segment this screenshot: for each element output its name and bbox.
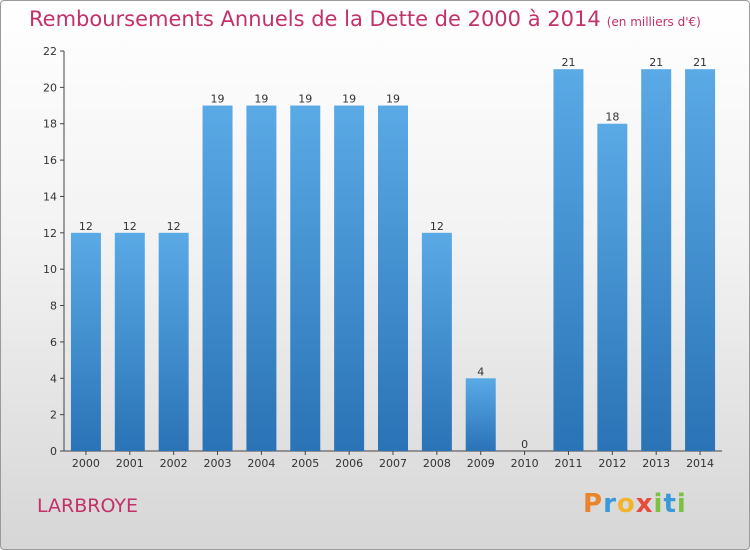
data-label-2005: 19 xyxy=(298,93,312,106)
data-label-2003: 19 xyxy=(211,93,225,106)
data-label-2002: 12 xyxy=(167,220,181,233)
x-tick-label: 2010 xyxy=(511,457,539,470)
x-tick-label: 2008 xyxy=(423,457,451,470)
y-tick-label: 10 xyxy=(43,263,57,276)
data-label-2001: 12 xyxy=(123,220,137,233)
proxiti-logo: Proxiti xyxy=(583,489,687,519)
logo-letter: i xyxy=(653,489,664,519)
y-tick-label: 8 xyxy=(50,300,57,313)
bar-2005 xyxy=(290,105,321,451)
x-tick-label: 2000 xyxy=(72,457,100,470)
data-labels: 12 12 12 19 19 19 19 19 12 4 0 21 18 21 21 xyxy=(79,56,707,451)
y-tick-label: 4 xyxy=(50,372,57,385)
y-tick-label: 0 xyxy=(50,445,57,458)
bar-2012 xyxy=(597,123,628,452)
x-tick-label: 2007 xyxy=(379,457,407,470)
data-label-2013: 21 xyxy=(649,56,663,69)
logo-letter: x xyxy=(635,489,654,519)
y-tick-label: 18 xyxy=(43,118,57,131)
data-label-2012: 18 xyxy=(605,111,619,124)
x-tick-label: 2002 xyxy=(160,457,188,470)
x-tick-label: 2011 xyxy=(554,457,582,470)
bar-2003 xyxy=(202,105,233,451)
bar-2007 xyxy=(378,105,408,451)
data-label-2014: 21 xyxy=(693,56,707,69)
logo-letter: o xyxy=(616,489,636,519)
x-tick-label: 2012 xyxy=(598,457,626,470)
logo-letter: r xyxy=(603,489,617,519)
location-name: LARBROYE xyxy=(37,495,138,517)
y-tick-label: 16 xyxy=(43,154,57,167)
y-tick-label: 2 xyxy=(50,409,57,422)
data-label-2006: 19 xyxy=(342,93,356,106)
y-tick-label: 12 xyxy=(43,227,57,240)
chart-title: Remboursements Annuels de la Dette de 20… xyxy=(29,7,701,31)
y-tick-label: 14 xyxy=(43,190,57,203)
axes: 0 2 4 6 8 10 12 14 16 18 20 22 2000 2001 2002 2003 2004 2… xyxy=(43,45,722,470)
data-label-2007: 19 xyxy=(386,93,400,106)
unit-note: (en milliers d'€) xyxy=(606,15,701,29)
bars xyxy=(70,69,716,452)
bar-2011 xyxy=(553,69,584,451)
logo-letter: t xyxy=(663,489,677,519)
bar-2014 xyxy=(685,69,716,451)
y-tick-label: 6 xyxy=(50,336,57,349)
x-tick-label: 2013 xyxy=(642,457,670,470)
bar-2009 xyxy=(465,378,496,451)
y-tick-label: 22 xyxy=(43,45,57,58)
x-tick-label: 2004 xyxy=(247,457,275,470)
data-label-2011: 21 xyxy=(561,56,575,69)
x-tick-label: 2014 xyxy=(686,457,714,470)
data-label-2010: 0 xyxy=(521,438,528,451)
x-tick-label: 2001 xyxy=(116,457,144,470)
logo-letter: i xyxy=(676,489,687,519)
y-tick-label: 20 xyxy=(43,81,57,94)
data-label-2000: 12 xyxy=(79,220,93,233)
x-tick-label: 2003 xyxy=(204,457,232,470)
bar-2001 xyxy=(114,232,145,451)
bar-2004 xyxy=(246,105,277,451)
bar-2000 xyxy=(70,232,101,451)
data-label-2009: 4 xyxy=(477,365,484,378)
bar-2006 xyxy=(334,105,365,451)
bar-2008 xyxy=(421,232,452,451)
bar-2013 xyxy=(641,69,672,451)
x-tick-label: 2009 xyxy=(467,457,495,470)
x-tick-label: 2006 xyxy=(335,457,363,470)
logo-letter: P xyxy=(583,489,604,519)
chart-title-text: Remboursements Annuels de la Dette de 20… xyxy=(29,7,601,31)
x-tick-label: 2005 xyxy=(291,457,319,470)
bar-2002 xyxy=(158,232,189,451)
data-label-2004: 19 xyxy=(254,93,268,106)
data-label-2008: 12 xyxy=(430,220,444,233)
